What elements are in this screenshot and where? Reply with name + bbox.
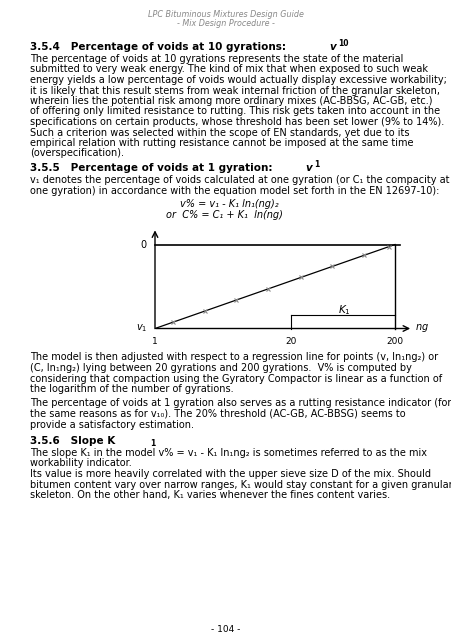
Text: v₁ denotes the percentage of voids calculated at one gyration (or C₁ the compaci: v₁ denotes the percentage of voids calcu…: [30, 175, 448, 185]
Text: v% = v₁ - K₁ ln₁(ng)₂: v% = v₁ - K₁ ln₁(ng)₂: [179, 199, 278, 209]
Text: one gyration) in accordance with the equation model set forth in the EN 12697-10: one gyration) in accordance with the equ…: [30, 186, 438, 195]
Text: the logarithm of the number of gyrations.: the logarithm of the number of gyrations…: [30, 384, 233, 394]
Text: v: v: [328, 42, 335, 52]
Text: - Mix Design Procedure -: - Mix Design Procedure -: [177, 19, 274, 28]
Text: the same reasons as for v₁₀). The 20% threshold (AC-GB, AC-BBSG) seems to: the same reasons as for v₁₀). The 20% th…: [30, 409, 405, 419]
Text: bitumen content vary over narrow ranges, K₁ would stay constant for a given gran: bitumen content vary over narrow ranges,…: [30, 479, 451, 490]
Text: 3.5.6   Slope K: 3.5.6 Slope K: [30, 436, 115, 446]
Text: submitted to very weak energy. The kind of mix that when exposed to such weak: submitted to very weak energy. The kind …: [30, 65, 427, 74]
Text: or  C% = C₁ + K₁  ln(ng): or C% = C₁ + K₁ ln(ng): [166, 209, 282, 220]
Text: of offering only limited resistance to rutting. This risk gets taken into accoun: of offering only limited resistance to r…: [30, 106, 439, 116]
Text: $v_1$: $v_1$: [135, 323, 147, 334]
Text: 3.5.5   Percentage of voids at 1 gyration:: 3.5.5 Percentage of voids at 1 gyration:: [30, 163, 276, 173]
Text: 20: 20: [285, 337, 296, 346]
Text: The percentage of voids at 1 gyration also serves as a rutting resistance indica: The percentage of voids at 1 gyration al…: [30, 399, 451, 408]
Text: $ng$: $ng$: [414, 323, 428, 335]
Text: (overspecification).: (overspecification).: [30, 148, 124, 159]
Text: The percentage of voids at 10 gyrations represents the state of the material: The percentage of voids at 10 gyrations …: [30, 54, 402, 64]
Text: The model is then adjusted with respect to a regression line for points (v, ln₁n: The model is then adjusted with respect …: [30, 353, 437, 362]
Text: 0: 0: [141, 239, 147, 250]
Text: The slope K₁ in the model v% = v₁ - K₁ ln₁ng₂ is sometimes referred to as the mi: The slope K₁ in the model v% = v₁ - K₁ l…: [30, 448, 426, 458]
Text: considering that compaction using the Gyratory Compactor is linear as a function: considering that compaction using the Gy…: [30, 374, 441, 383]
Text: 10: 10: [337, 39, 348, 48]
Text: 1: 1: [313, 160, 318, 169]
Text: Such a criterion was selected within the scope of EN standards, yet due to its: Such a criterion was selected within the…: [30, 127, 409, 138]
Text: provide a satisfactory estimation.: provide a satisfactory estimation.: [30, 419, 193, 429]
Text: specifications on certain products, whose threshold has been set lower (9% to 14: specifications on certain products, whos…: [30, 117, 443, 127]
Text: (C, ln₁ng₂) lying between 20 gyrations and 200 gyrations.  V% is computed by: (C, ln₁ng₂) lying between 20 gyrations a…: [30, 363, 411, 373]
Text: 3.5.4   Percentage of voids at 10 gyrations:: 3.5.4 Percentage of voids at 10 gyration…: [30, 42, 289, 52]
Text: empirical relation with rutting resistance cannot be imposed at the same time: empirical relation with rutting resistan…: [30, 138, 413, 148]
Text: LPC Bituminous Mixtures Design Guide: LPC Bituminous Mixtures Design Guide: [148, 10, 303, 19]
Text: it is likely that this result stems from weak internal friction of the granular : it is likely that this result stems from…: [30, 86, 439, 95]
Text: wherein lies the potential risk among more ordinary mixes (AC-BBSG, AC-GB, etc.): wherein lies the potential risk among mo…: [30, 96, 432, 106]
Text: 200: 200: [386, 337, 403, 346]
Text: Its value is more heavily correlated with the upper sieve size D of the mix. Sho: Its value is more heavily correlated wit…: [30, 469, 430, 479]
Text: $K_1$: $K_1$: [337, 303, 350, 317]
Text: - 104 -: - 104 -: [211, 625, 240, 634]
Text: skeleton. On the other hand, K₁ varies whenever the fines content varies.: skeleton. On the other hand, K₁ varies w…: [30, 490, 389, 500]
Text: 1: 1: [150, 439, 155, 448]
Text: workability indicator.: workability indicator.: [30, 458, 131, 468]
Text: v: v: [304, 163, 311, 173]
Text: energy yields a low percentage of voids would actually display excessive workabi: energy yields a low percentage of voids …: [30, 75, 446, 85]
Text: 1: 1: [152, 337, 157, 346]
